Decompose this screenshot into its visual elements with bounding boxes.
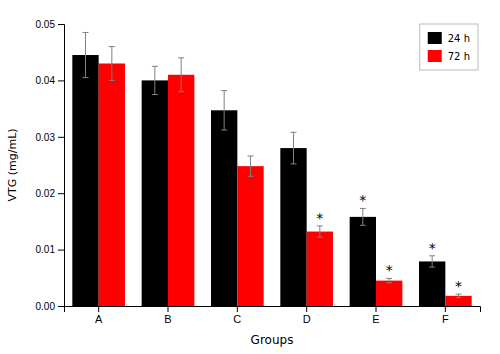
y-tick-mark (58, 306, 64, 307)
x-tick-mark (98, 306, 99, 312)
y-tick-mark (58, 193, 64, 194)
x-tick: F (442, 306, 449, 325)
significance-star: * (429, 240, 436, 256)
chart: 0.00 0.01 0.02 0.03 0.04 0.05 A B C D E F * * * * * 24 h 7… (0, 0, 500, 354)
x-tick: D (303, 306, 311, 325)
significance-star: * (359, 192, 366, 208)
bar (307, 232, 333, 306)
bar (99, 63, 125, 306)
error-bar (248, 156, 254, 176)
x-tick-label: F (442, 313, 449, 325)
bar (142, 80, 168, 306)
error-bar (152, 66, 158, 94)
error-bar (386, 278, 392, 283)
bar (419, 261, 445, 306)
y-axis-line (58, 25, 65, 307)
bar (376, 281, 402, 306)
x-tick: E (372, 306, 379, 325)
y-tick: 0.01 (36, 244, 64, 255)
bar-series (99, 63, 472, 306)
bar (211, 110, 237, 306)
bar-series (72, 55, 445, 306)
bar (168, 75, 194, 306)
y-tick-label: 0.01 (36, 244, 56, 255)
y-tick: 0.03 (36, 132, 64, 143)
error-bar (82, 32, 88, 77)
marks (72, 32, 471, 306)
legend-box (420, 24, 478, 70)
annotations: * * * * * (316, 192, 462, 294)
y-tick: 0.02 (36, 188, 64, 199)
x-tick-label: E (372, 313, 379, 325)
x-tick-mark (306, 306, 307, 312)
bar (280, 148, 306, 306)
legend-swatch (428, 32, 442, 44)
legend-swatch (428, 50, 442, 62)
bar (237, 166, 263, 306)
legend-item: 24 h (428, 32, 470, 44)
error-bars (109, 47, 462, 298)
significance-star: * (455, 278, 462, 294)
x-tick: A (95, 306, 103, 325)
error-bars (82, 32, 435, 267)
y-axis-title: VTG (mg/mL) (6, 128, 19, 201)
y-tick: 0.05 (36, 19, 64, 30)
x-tick-mark (376, 306, 377, 312)
x-axis-line (65, 307, 481, 313)
significance-star: * (316, 210, 323, 226)
x-tick-mark (237, 306, 238, 312)
legend: 24 h 72 h (420, 24, 478, 70)
x-axis: A B C D E F (65, 306, 481, 325)
y-tick-label: 0.02 (36, 188, 56, 199)
y-tick-mark (58, 24, 64, 25)
x-axis-title: Groups (251, 333, 294, 347)
error-bar (317, 226, 323, 237)
error-bar (429, 256, 435, 267)
legend-label: 24 h (448, 33, 470, 44)
error-bar (456, 294, 462, 297)
x-tick-label: D (303, 313, 311, 325)
y-axis: 0.00 0.01 0.02 0.03 0.04 0.05 (36, 19, 65, 312)
error-bar (290, 132, 296, 164)
x-tick-mark (445, 306, 446, 312)
error-bar (178, 58, 184, 92)
bar (350, 217, 376, 306)
x-tick: C (233, 306, 241, 325)
y-tick-mark (58, 80, 64, 81)
legend-label: 72 h (448, 51, 470, 62)
significance-star: * (386, 262, 393, 278)
y-tick: 0.00 (36, 301, 64, 312)
x-tick-mark (168, 306, 169, 312)
y-tick: 0.04 (36, 75, 64, 86)
y-tick-mark (58, 137, 64, 138)
error-bar (360, 208, 366, 225)
x-tick-label: C (233, 313, 241, 325)
x-tick: B (164, 306, 171, 325)
y-tick-label: 0.03 (36, 132, 56, 143)
error-bar (109, 47, 115, 81)
legend-item: 72 h (428, 50, 470, 62)
y-tick-label: 0.00 (36, 301, 56, 312)
x-tick-label: B (164, 313, 171, 325)
y-tick-label: 0.05 (36, 19, 56, 30)
plot: 0.00 0.01 0.02 0.03 0.04 0.05 A B C D E F * * * * * 24 h 7… (36, 19, 481, 325)
bar (72, 55, 98, 306)
y-tick-mark (58, 250, 64, 251)
y-tick-label: 0.04 (36, 75, 56, 86)
x-tick-label: A (95, 313, 103, 325)
error-bar (221, 91, 227, 130)
